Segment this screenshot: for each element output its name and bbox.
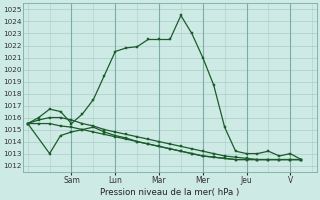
X-axis label: Pression niveau de la mer( hPa ): Pression niveau de la mer( hPa )	[100, 188, 240, 197]
